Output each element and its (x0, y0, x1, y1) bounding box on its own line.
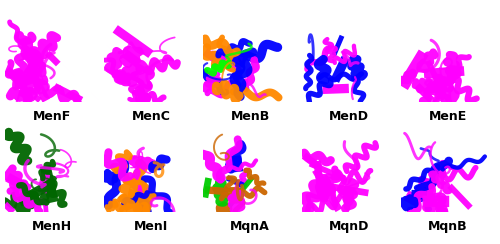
Text: MqnB: MqnB (428, 220, 468, 233)
Text: MqnD: MqnD (329, 220, 369, 233)
Text: MenB: MenB (230, 110, 270, 123)
Text: MenD: MenD (329, 110, 369, 123)
Text: MqnA: MqnA (230, 220, 270, 233)
Text: MenH: MenH (32, 220, 72, 233)
Text: MenE: MenE (429, 110, 467, 123)
Text: MenI: MenI (134, 220, 168, 233)
Text: MenC: MenC (132, 110, 170, 123)
Text: MenF: MenF (33, 110, 71, 123)
